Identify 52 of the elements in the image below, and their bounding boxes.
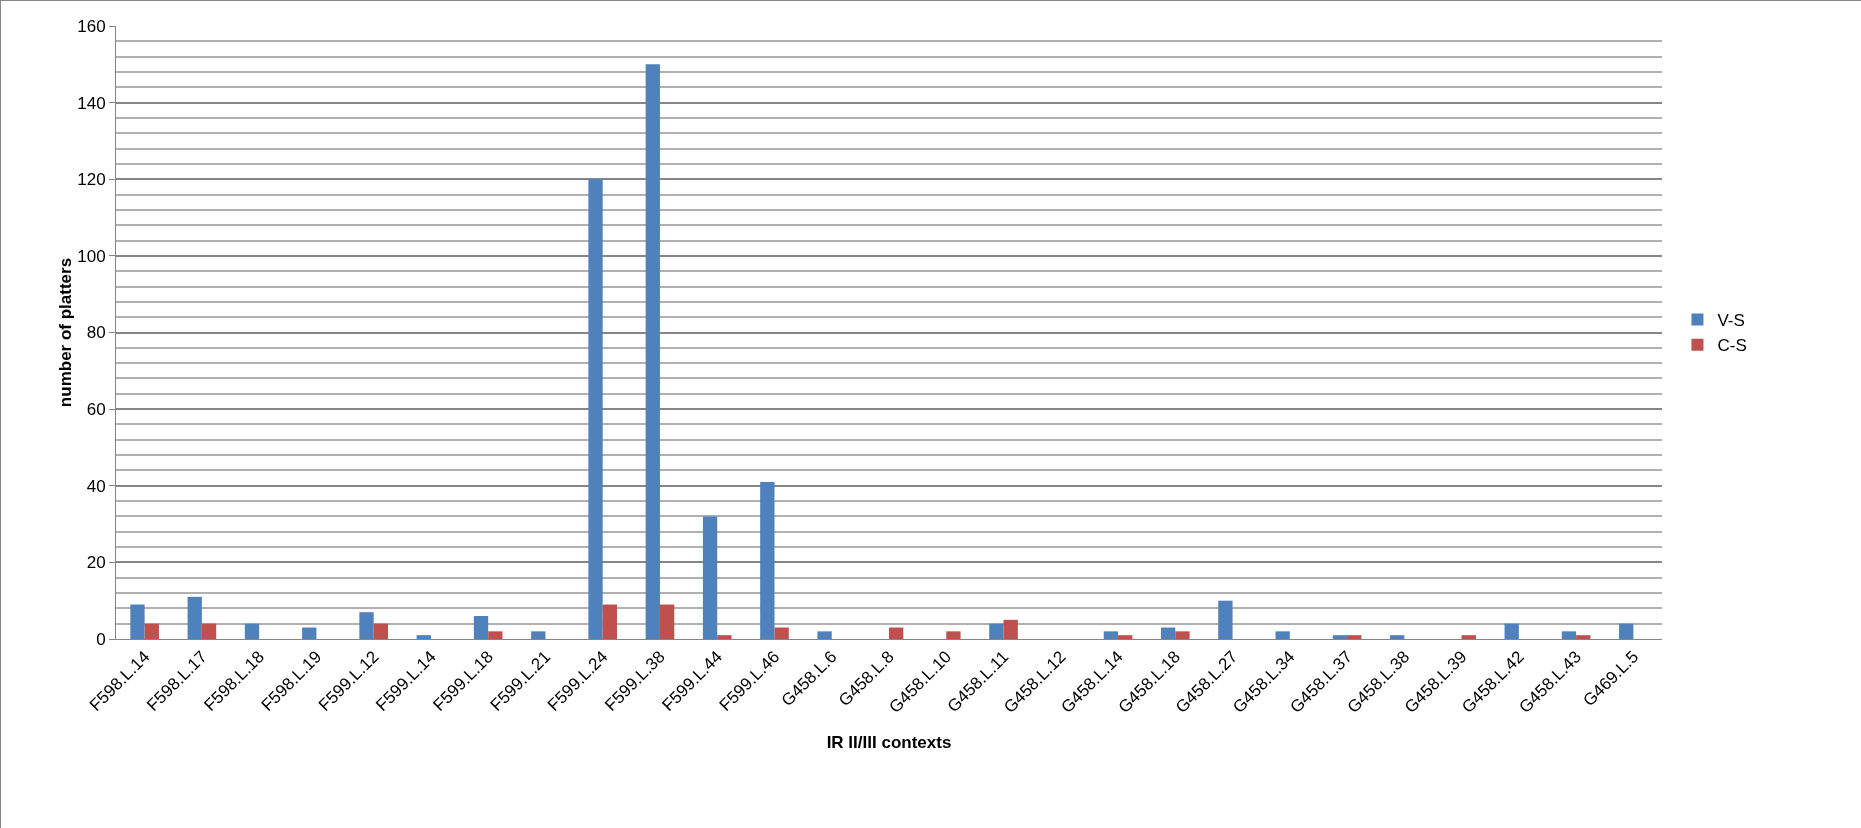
y-tick-label: 140 <box>77 93 106 113</box>
bar <box>1175 631 1190 639</box>
bar <box>659 604 675 639</box>
bar <box>244 623 260 639</box>
bar <box>702 516 718 639</box>
y-tick-label: 40 <box>86 476 106 496</box>
bar <box>1218 600 1233 639</box>
bar <box>1576 635 1591 639</box>
y-tick-label: 80 <box>86 323 106 343</box>
y-tick-label: 20 <box>86 553 106 573</box>
bar <box>144 623 159 639</box>
bar <box>302 627 317 639</box>
bar <box>130 604 145 639</box>
bar <box>817 631 832 639</box>
bar <box>1118 635 1133 639</box>
bar <box>1390 635 1405 639</box>
bar <box>645 64 660 639</box>
y-tick-label: 0 <box>96 629 106 649</box>
bar <box>989 623 1004 639</box>
legend-label: C-S <box>1717 336 1747 356</box>
bar <box>1504 623 1519 639</box>
bar <box>531 631 546 639</box>
y-tick-label: 120 <box>77 170 106 190</box>
y-tick-label: 100 <box>77 246 106 266</box>
bar <box>717 635 732 639</box>
bar <box>473 616 489 639</box>
bar <box>1619 623 1634 639</box>
bar <box>187 596 202 639</box>
bar <box>1003 619 1018 639</box>
bar <box>416 635 431 639</box>
bar <box>889 627 904 639</box>
bar <box>373 623 388 639</box>
bar <box>946 631 961 639</box>
bar <box>1103 631 1119 639</box>
bar <box>1561 631 1577 639</box>
bar <box>1275 631 1290 639</box>
bar <box>588 179 603 639</box>
bar <box>359 612 374 639</box>
bar <box>760 481 775 639</box>
bar <box>774 627 789 639</box>
bar <box>1347 635 1362 639</box>
x-axis-title: IR II/III contexts <box>826 733 952 753</box>
bar <box>1461 635 1476 639</box>
bar <box>602 604 618 639</box>
bar <box>488 631 503 639</box>
legend-label: V-S <box>1717 311 1745 331</box>
bar <box>201 623 217 639</box>
y-tick-label: 160 <box>77 16 106 36</box>
bar <box>1332 635 1348 639</box>
bar <box>1160 627 1176 639</box>
y-tick-label: 60 <box>86 400 106 420</box>
y-axis-title: number of platters <box>56 257 76 408</box>
